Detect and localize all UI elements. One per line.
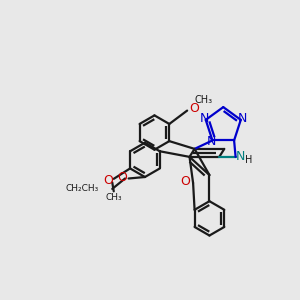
Text: H: H — [245, 155, 253, 165]
Text: N: N — [236, 150, 245, 164]
Text: N: N — [206, 135, 216, 148]
Text: CH₃: CH₃ — [194, 95, 213, 105]
Text: N: N — [238, 112, 247, 125]
Text: O: O — [103, 174, 113, 187]
Text: N: N — [200, 112, 209, 125]
Text: CH₃: CH₃ — [105, 194, 122, 202]
Text: O: O — [180, 175, 190, 188]
Text: CH₂CH₃: CH₂CH₃ — [66, 184, 99, 193]
Text: O: O — [117, 171, 127, 184]
Text: O: O — [189, 102, 199, 115]
